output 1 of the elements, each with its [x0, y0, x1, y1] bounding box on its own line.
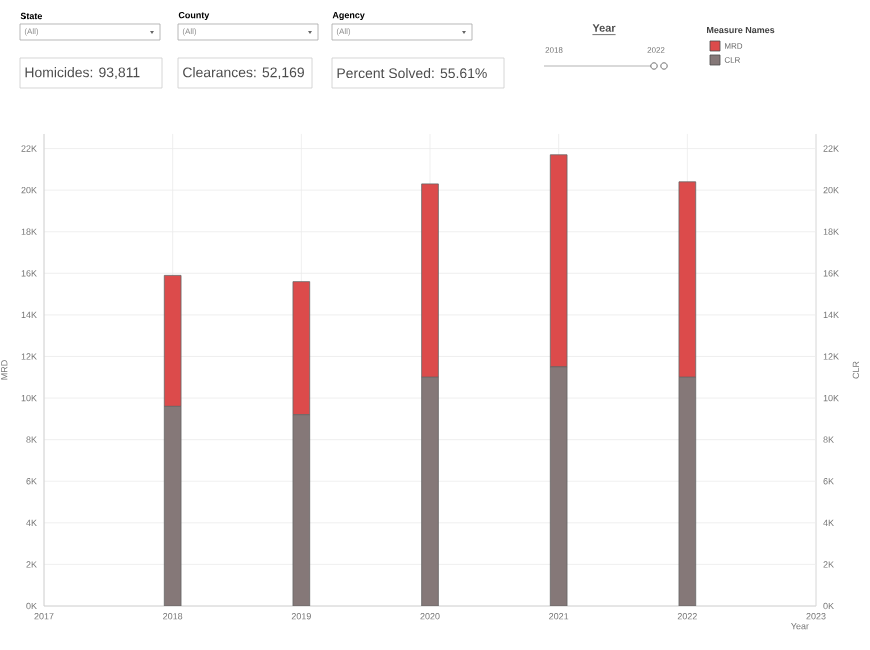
bar	[421, 376, 439, 606]
